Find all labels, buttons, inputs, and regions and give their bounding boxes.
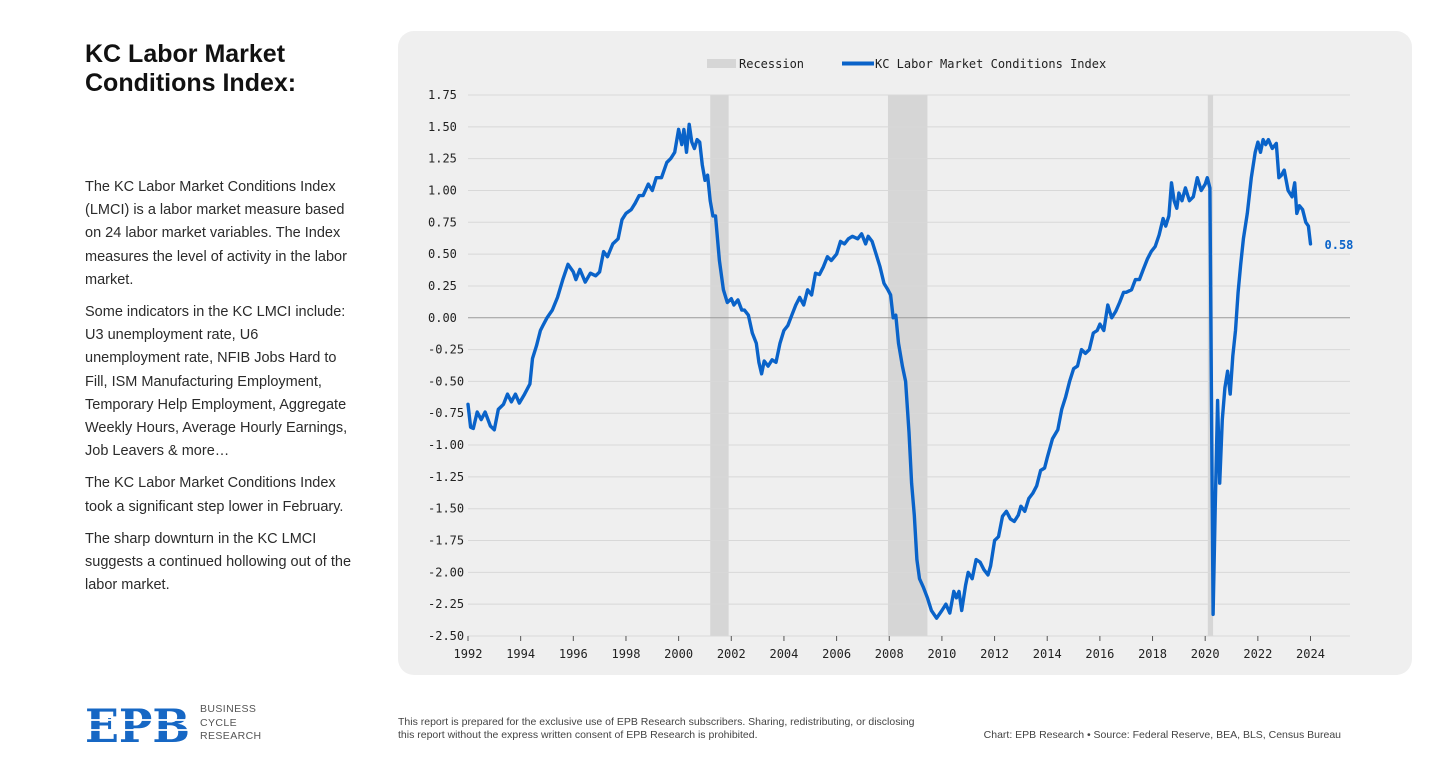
x-tick-label: 1994: [506, 647, 535, 661]
y-tick-label: 0.75: [428, 215, 457, 229]
description-paragraph-1: The KC Labor Market Conditions Index (LM…: [85, 179, 347, 288]
x-tick-label: 1996: [559, 647, 588, 661]
description-paragraph-4: The sharp downturn in the KC LMCI sugges…: [85, 530, 352, 594]
chart-panel: 1.75 1.50 1.25 1.00 0.75 0.50 0.25 0.00 -0.25 -0.…: [398, 31, 1412, 675]
y-tick-label: -1.25: [428, 470, 464, 484]
y-tick-label: -0.75: [428, 406, 464, 420]
logo-text: EPB: [85, 702, 190, 746]
y-tick-label: -2.50: [428, 629, 464, 643]
recession-band-2: [887, 95, 928, 636]
y-tick-label: -2.00: [428, 565, 464, 579]
logo-subtitle-line-1: BUSINESS: [200, 703, 257, 715]
x-tick-label: 2000: [664, 647, 693, 661]
lmci-chart: 1.75 1.50 1.25 1.00 0.75 0.50 0.25 0.00 -0.25 -0.…: [428, 57, 1354, 661]
x-tick-label: 2014: [1033, 647, 1062, 661]
y-tick-label: -2.25: [428, 597, 464, 611]
y-tick-label: -1.50: [428, 502, 464, 516]
y-tick-label: -1.75: [428, 534, 464, 548]
logo-subtitle-line-3: RESEARCH: [200, 730, 262, 742]
y-tick-label: 0.00: [428, 311, 457, 325]
y-tick-label: -0.25: [428, 343, 464, 357]
description-paragraph-2: Some indicators in the KC LMCI include: …: [85, 304, 348, 460]
y-tick-label: -0.50: [428, 374, 464, 388]
x-tick-label: 2018: [1138, 647, 1167, 661]
recession-band-1: [710, 95, 729, 636]
logo-subtitle-line-2: CYCLE: [200, 716, 238, 729]
epb-logo: EPB: [85, 702, 193, 746]
logo-subtitle: BUSINESS CYCLE RESEARCH: [200, 703, 262, 744]
y-tick-label: 1.75: [428, 88, 457, 102]
x-tick-label: 1998: [612, 647, 641, 661]
x-tick-label: 2024: [1296, 647, 1325, 661]
y-tick-label: 1.50: [428, 120, 457, 134]
x-tick-label: 2022: [1243, 647, 1272, 661]
series-line-lmci: [466, 122, 1313, 620]
last-value-label: 0.58: [1325, 238, 1354, 252]
x-tick-label: 2016: [1085, 647, 1114, 661]
chart-credit: Chart: EPB Research • Source: Federal Re…: [983, 729, 1341, 741]
x-tick-label: 2008: [875, 647, 904, 661]
x-tick-label: 2006: [822, 647, 851, 661]
x-tick-label: 2012: [980, 647, 1009, 661]
y-tick-label: 1.00: [428, 183, 457, 197]
legend-swatch-recession: [707, 59, 736, 68]
y-tick-label: 0.25: [428, 279, 457, 293]
y-tick-label: 0.50: [428, 247, 457, 261]
description-paragraph-3: The KC Labor Market Conditions Index too…: [85, 475, 344, 515]
x-tick-label: 2010: [927, 647, 956, 661]
disclaimer: This report is prepared for the exclusiv…: [398, 716, 915, 741]
x-tick-label: 2004: [769, 647, 798, 661]
y-tick-label: -1.00: [428, 438, 464, 452]
y-tick-label: 1.25: [428, 152, 457, 166]
description: The KC Labor Market Conditions Index (LM…: [85, 176, 353, 606]
legend-label-lmci: KC Labor Market Conditions Index: [875, 57, 1106, 71]
x-tick-label: 2020: [1191, 647, 1220, 661]
x-tick-label: 2002: [717, 647, 746, 661]
x-tick-label: 1992: [454, 647, 483, 661]
page-title: KC Labor Market Conditions Index:: [85, 40, 297, 97]
legend-label-recession: Recession: [739, 57, 804, 71]
